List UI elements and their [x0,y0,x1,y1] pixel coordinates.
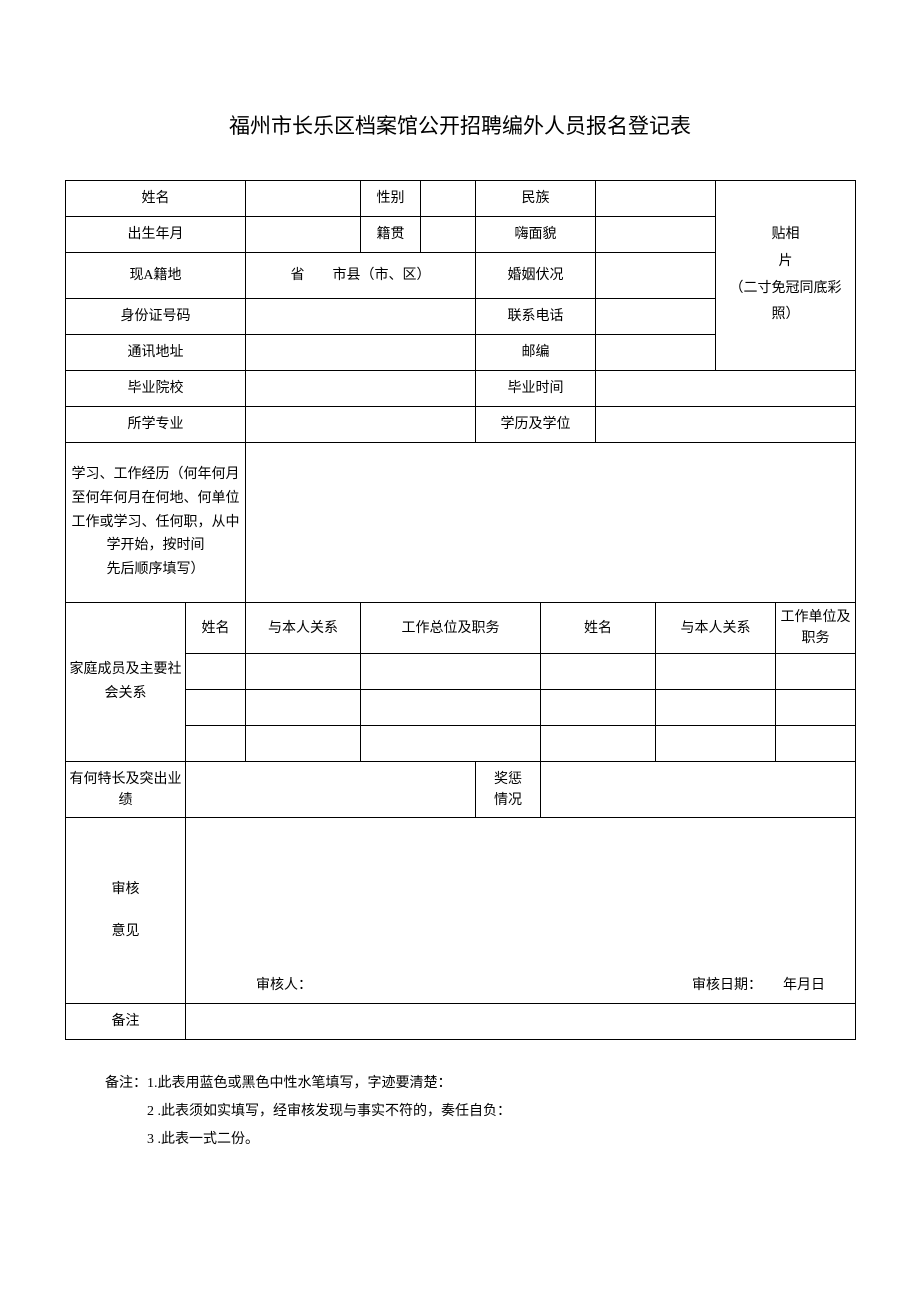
label-ethnicity: 民族 [476,181,596,217]
family-row[interactable] [776,690,856,726]
family-row[interactable] [656,654,776,690]
form-title: 福州市长乐区档案馆公开招聘编外人员报名登记表 [65,110,855,140]
label-experience: 学习、工作经历（何年何月至何年何月在何地、何单位工作或学习、任何职，从中学开始，… [66,443,246,603]
family-row[interactable] [541,690,656,726]
family-row[interactable] [186,654,246,690]
field-postcode[interactable] [596,335,716,371]
family-row[interactable] [361,690,541,726]
family-row[interactable] [776,654,856,690]
family-row[interactable] [186,690,246,726]
family-row[interactable] [656,690,776,726]
family-row[interactable] [541,654,656,690]
reviewer-label: 审核人： [256,978,312,993]
field-appearance[interactable] [596,217,716,253]
family-row[interactable] [361,654,541,690]
label-gender: 性别 [361,181,421,217]
field-address[interactable] [246,335,476,371]
field-residence[interactable]: 省 市县（市、区） [246,253,476,299]
label-birth: 出生年月 [66,217,246,253]
family-row[interactable] [246,726,361,762]
field-specialty[interactable] [186,762,476,818]
field-phone[interactable] [596,299,716,335]
label-phone: 联系电话 [476,299,596,335]
family-header-relation2: 与本人关系 [656,603,776,654]
label-specialty: 有何特长及突出业绩 [66,762,186,818]
footer-notes: 备注：1.此表用蓝色或黑色中性水笔填写，字迹要清楚： 2 .此表须如实填写，经审… [65,1070,855,1154]
family-row[interactable] [361,726,541,762]
label-marriage: 婚姻伏况 [476,253,596,299]
field-id[interactable] [246,299,476,335]
field-marriage[interactable] [596,253,716,299]
review-signature[interactable]: 审核人： 审核日期： 年月日 [186,968,856,1004]
family-row[interactable] [246,690,361,726]
label-name: 姓名 [66,181,246,217]
field-birth[interactable] [246,217,361,253]
label-residence: 现A籍地 [66,253,246,299]
family-header-work1: 工作总位及职务 [361,603,541,654]
family-header-name1: 姓名 [186,603,246,654]
field-major[interactable] [246,407,476,443]
label-remarks: 备注 [66,1004,186,1040]
field-remarks[interactable] [186,1004,856,1040]
family-header-relation1: 与本人关系 [246,603,361,654]
registration-form-table: 姓名 性别 民族 贴相 片 （二寸免冠同底彩 照） 出生年月 籍贯 嗨面貌 现A… [65,180,856,1040]
label-gradtime: 毕业时间 [476,371,596,407]
field-rewards[interactable] [541,762,856,818]
label-degree: 学历及学位 [476,407,596,443]
family-header-work2: 工作单位及职务 [776,603,856,654]
field-name[interactable] [246,181,361,217]
field-ethnicity[interactable] [596,181,716,217]
label-postcode: 邮编 [476,335,596,371]
label-id: 身份证号码 [66,299,246,335]
label-origin: 籍贯 [361,217,421,253]
photo-area[interactable]: 贴相 片 （二寸免冠同底彩 照） [716,181,856,371]
family-row[interactable] [186,726,246,762]
field-origin[interactable] [421,217,476,253]
field-review-top[interactable] [186,818,856,893]
field-experience[interactable] [246,443,856,603]
field-gender[interactable] [421,181,476,217]
label-family: 家庭成员及主要社会关系 [66,603,186,762]
label-school: 毕业院校 [66,371,246,407]
label-appearance: 嗨面貌 [476,217,596,253]
label-review: 审核 意见 [66,818,186,1004]
review-date-label: 审核日期： 年月日 [692,975,825,996]
family-row[interactable] [246,654,361,690]
label-address: 通讯地址 [66,335,246,371]
field-degree[interactable] [596,407,856,443]
family-header-name2: 姓名 [541,603,656,654]
family-row[interactable] [541,726,656,762]
family-row[interactable] [776,726,856,762]
label-major: 所学专业 [66,407,246,443]
field-school[interactable] [246,371,476,407]
field-gradtime[interactable] [596,371,856,407]
label-rewards: 奖惩 情况 [476,762,541,818]
field-review-mid[interactable] [186,893,856,968]
family-row[interactable] [656,726,776,762]
